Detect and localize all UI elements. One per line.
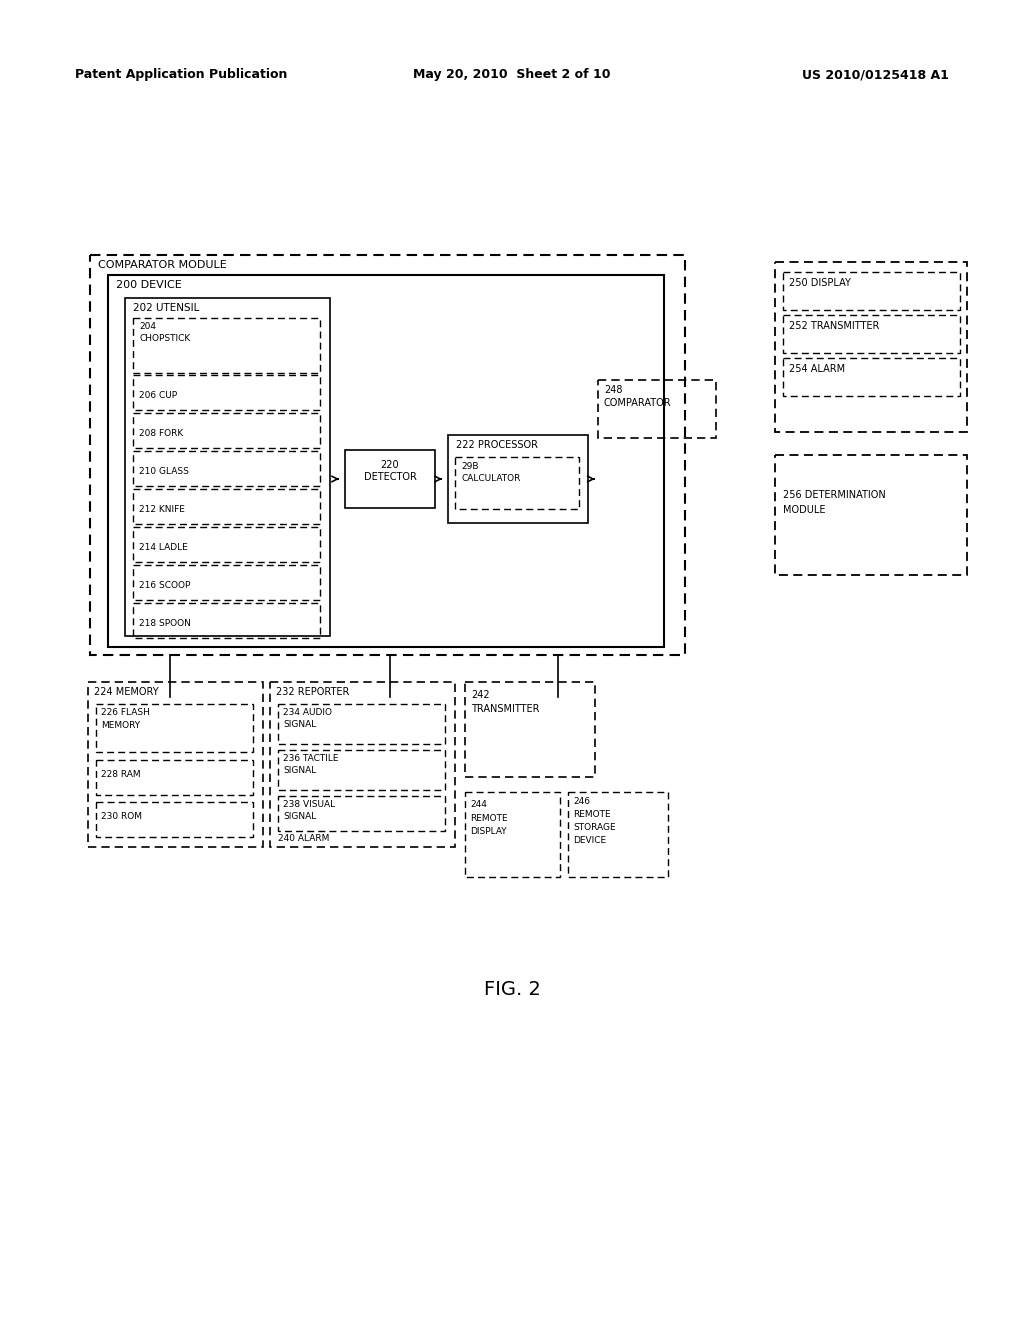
Text: 234 AUDIO: 234 AUDIO bbox=[283, 708, 332, 717]
Bar bbox=[455, 457, 579, 510]
Text: 222 PROCESSOR: 222 PROCESSOR bbox=[456, 440, 538, 450]
Bar bbox=[598, 380, 716, 438]
Text: May 20, 2010  Sheet 2 of 10: May 20, 2010 Sheet 2 of 10 bbox=[414, 69, 610, 81]
Text: SIGNAL: SIGNAL bbox=[283, 719, 316, 729]
Text: 202 UTENSIL: 202 UTENSIL bbox=[133, 304, 200, 313]
Bar bbox=[270, 682, 455, 847]
Text: COMPARATOR MODULE: COMPARATOR MODULE bbox=[98, 260, 226, 271]
Bar bbox=[88, 682, 263, 847]
Bar bbox=[133, 318, 319, 374]
Text: SIGNAL: SIGNAL bbox=[283, 766, 316, 775]
Text: 242: 242 bbox=[471, 690, 489, 700]
Text: Patent Application Publication: Patent Application Publication bbox=[75, 69, 288, 81]
Bar bbox=[133, 413, 319, 447]
Text: SIGNAL: SIGNAL bbox=[283, 812, 316, 821]
Bar bbox=[90, 255, 685, 655]
Text: 252 TRANSMITTER: 252 TRANSMITTER bbox=[790, 321, 880, 331]
Bar bbox=[345, 450, 435, 508]
Bar bbox=[775, 455, 967, 576]
Bar bbox=[133, 527, 319, 562]
Bar bbox=[108, 275, 664, 647]
Text: REMOTE: REMOTE bbox=[470, 814, 508, 822]
Text: 238 VISUAL: 238 VISUAL bbox=[283, 800, 335, 809]
Text: MODULE: MODULE bbox=[783, 506, 825, 515]
Text: DISPLAY: DISPLAY bbox=[470, 828, 507, 836]
Bar bbox=[96, 760, 253, 795]
Bar bbox=[278, 796, 445, 832]
Text: DETECTOR: DETECTOR bbox=[364, 473, 417, 482]
Text: 224 MEMORY: 224 MEMORY bbox=[94, 686, 159, 697]
Text: 254 ALARM: 254 ALARM bbox=[790, 364, 845, 374]
Text: 246: 246 bbox=[573, 797, 590, 807]
Bar bbox=[278, 704, 445, 744]
Bar bbox=[465, 682, 595, 777]
Text: CALCULATOR: CALCULATOR bbox=[461, 474, 520, 483]
Text: 220: 220 bbox=[381, 459, 399, 470]
Text: CHOPSTICK: CHOPSTICK bbox=[139, 334, 190, 343]
Text: 226 FLASH: 226 FLASH bbox=[101, 708, 150, 717]
Bar bbox=[96, 803, 253, 837]
Text: 244: 244 bbox=[470, 800, 486, 809]
Bar bbox=[96, 704, 253, 752]
Bar bbox=[133, 603, 319, 638]
Text: 212 KNIFE: 212 KNIFE bbox=[139, 504, 185, 513]
Bar bbox=[133, 451, 319, 486]
Text: COMPARATOR: COMPARATOR bbox=[604, 399, 672, 408]
Text: 230 ROM: 230 ROM bbox=[101, 812, 142, 821]
Text: TRANSMITTER: TRANSMITTER bbox=[471, 704, 540, 714]
Text: REMOTE: REMOTE bbox=[573, 810, 610, 818]
Text: 214 LADLE: 214 LADLE bbox=[139, 543, 187, 552]
Bar bbox=[125, 298, 330, 636]
Bar bbox=[775, 261, 967, 432]
Bar bbox=[449, 436, 588, 523]
Bar bbox=[783, 315, 961, 352]
Bar bbox=[133, 565, 319, 601]
Text: 200 DEVICE: 200 DEVICE bbox=[116, 280, 181, 290]
Text: 204: 204 bbox=[139, 322, 156, 331]
Text: US 2010/0125418 A1: US 2010/0125418 A1 bbox=[802, 69, 949, 81]
Text: 206 CUP: 206 CUP bbox=[139, 391, 177, 400]
Text: 232 REPORTER: 232 REPORTER bbox=[276, 686, 349, 697]
Bar bbox=[133, 375, 319, 411]
Text: 248: 248 bbox=[604, 385, 623, 395]
Text: 236 TACTILE: 236 TACTILE bbox=[283, 754, 339, 763]
Text: 216 SCOOP: 216 SCOOP bbox=[139, 581, 190, 590]
Text: DEVICE: DEVICE bbox=[573, 836, 606, 845]
Text: 256 DETERMINATION: 256 DETERMINATION bbox=[783, 490, 886, 500]
Text: STORAGE: STORAGE bbox=[573, 822, 615, 832]
Text: 218 SPOON: 218 SPOON bbox=[139, 619, 190, 627]
Text: MEMORY: MEMORY bbox=[101, 721, 140, 730]
Text: FIG. 2: FIG. 2 bbox=[483, 979, 541, 999]
Text: 250 DISPLAY: 250 DISPLAY bbox=[790, 279, 851, 288]
Bar bbox=[278, 750, 445, 789]
Bar bbox=[568, 792, 668, 876]
Bar bbox=[465, 792, 560, 876]
Bar bbox=[783, 272, 961, 310]
Bar bbox=[783, 358, 961, 396]
Text: 240 ALARM: 240 ALARM bbox=[278, 834, 330, 843]
Bar bbox=[133, 488, 319, 524]
Text: 228 RAM: 228 RAM bbox=[101, 770, 140, 779]
Text: 29B: 29B bbox=[461, 462, 478, 471]
Text: 208 FORK: 208 FORK bbox=[139, 429, 183, 437]
Text: 210 GLASS: 210 GLASS bbox=[139, 466, 188, 475]
